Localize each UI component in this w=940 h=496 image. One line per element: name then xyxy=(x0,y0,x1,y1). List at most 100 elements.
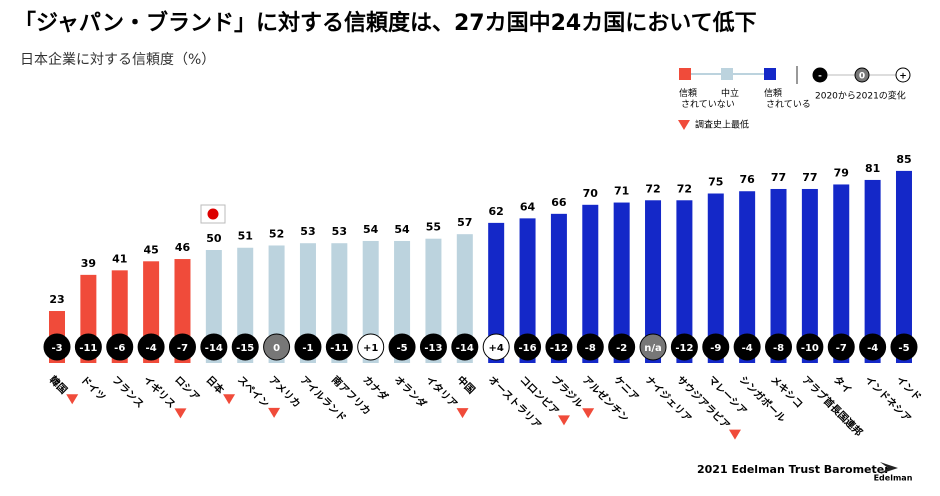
change-label: -8 xyxy=(585,343,596,354)
bar xyxy=(331,243,348,363)
change-circle xyxy=(168,333,196,361)
change-circle xyxy=(231,333,259,361)
value-label: 62 xyxy=(489,205,504,218)
change-label: -15 xyxy=(236,343,254,354)
change-circle xyxy=(451,333,479,361)
legend-circle xyxy=(895,67,911,83)
change-circle xyxy=(514,333,542,361)
chart-title: 「ジャパン・ブランド」に対する信頼度は、27カ国中24カ国において低下 xyxy=(14,10,757,36)
bar xyxy=(550,213,567,363)
change-circle xyxy=(670,333,698,361)
record-low-marker xyxy=(728,429,741,440)
change-label: -13 xyxy=(424,343,442,354)
japan-flag xyxy=(200,204,226,224)
change-label: -10 xyxy=(801,343,819,354)
bar xyxy=(707,193,724,363)
change-label: -4 xyxy=(742,343,753,354)
bar xyxy=(394,240,411,363)
change-circle xyxy=(890,333,918,361)
x-tick-label: フランス xyxy=(109,374,146,411)
legend-symbol: 0 xyxy=(859,72,865,82)
x-tick-label: アメリカ xyxy=(266,374,302,410)
value-label: 70 xyxy=(583,187,599,200)
value-label: 23 xyxy=(49,293,64,306)
legend-symbol: + xyxy=(899,72,907,82)
value-label: 53 xyxy=(300,225,315,238)
change-circle xyxy=(765,333,793,361)
legend-record-low-label: 調査史上最低 xyxy=(695,119,749,131)
bar xyxy=(425,238,442,363)
bar xyxy=(833,184,850,363)
change-label: -7 xyxy=(836,343,847,354)
record-low-marker xyxy=(557,415,570,426)
value-label: 72 xyxy=(677,182,692,195)
change-label: 0 xyxy=(273,343,280,354)
change-label: -6 xyxy=(114,343,125,354)
change-label: -11 xyxy=(330,343,348,354)
bar xyxy=(456,234,473,363)
change-circle xyxy=(263,333,291,361)
bar xyxy=(895,170,912,363)
value-label: 81 xyxy=(865,162,880,175)
change-label: -4 xyxy=(867,343,878,354)
change-circle xyxy=(796,333,824,361)
change-circle xyxy=(482,333,510,361)
bar xyxy=(864,179,881,363)
brand-logo xyxy=(880,462,898,474)
change-circle xyxy=(294,333,322,361)
x-tick-label: 日本 xyxy=(204,373,228,397)
change-label: -1 xyxy=(302,343,313,354)
bar xyxy=(676,200,693,363)
change-label: n/a xyxy=(644,343,662,354)
value-label: 39 xyxy=(81,257,96,270)
legend-circle xyxy=(812,67,828,83)
legend-symbol: - xyxy=(818,72,822,82)
change-label: +1 xyxy=(363,343,378,354)
x-tick-label: イギリス xyxy=(141,373,178,410)
change-circle xyxy=(325,333,353,361)
record-low-marker xyxy=(456,408,469,419)
change-label: -12 xyxy=(550,343,568,354)
change-circle xyxy=(74,333,102,361)
change-circle xyxy=(106,333,134,361)
x-tick-label: サウジアラビア xyxy=(674,373,733,432)
legend-label: 信頼されていない xyxy=(679,87,735,110)
legend-circle xyxy=(854,67,870,83)
change-label: -16 xyxy=(519,343,537,354)
bar xyxy=(488,222,505,363)
x-tick-label: オーストラリア xyxy=(486,374,544,432)
value-label: 54 xyxy=(363,223,379,236)
value-label: 79 xyxy=(834,166,849,179)
footer: 2021 Edelman Trust Barometer xyxy=(697,463,890,476)
change-circle xyxy=(545,333,573,361)
x-tick-label: インド xyxy=(894,374,924,404)
change-circle xyxy=(200,333,228,361)
bar xyxy=(770,188,787,363)
x-tick-label: ロシア xyxy=(172,374,202,404)
record-low-marker xyxy=(174,408,187,419)
x-tick-label: 韓国 xyxy=(47,373,70,396)
change-label: -5 xyxy=(898,343,909,354)
change-circle xyxy=(639,333,667,361)
record-low-marker xyxy=(66,394,79,405)
bar xyxy=(645,200,662,363)
legend-record-low xyxy=(678,120,690,130)
legend-label: 中立 xyxy=(721,87,739,99)
value-label: 50 xyxy=(206,232,222,245)
change-circle xyxy=(419,333,447,361)
bar xyxy=(801,188,818,363)
value-label: 72 xyxy=(645,182,660,195)
value-label: 71 xyxy=(614,185,629,198)
value-label: 77 xyxy=(802,171,817,184)
value-label: 66 xyxy=(551,196,567,209)
value-label: 41 xyxy=(112,252,127,265)
change-label: -14 xyxy=(456,343,474,354)
change-circle xyxy=(859,333,887,361)
change-label: -7 xyxy=(177,343,188,354)
record-low-marker xyxy=(582,408,595,419)
change-label: -8 xyxy=(773,343,784,354)
x-tick-label: 中国 xyxy=(455,373,478,396)
legend-swatch xyxy=(764,68,776,80)
record-low-marker xyxy=(268,407,281,418)
